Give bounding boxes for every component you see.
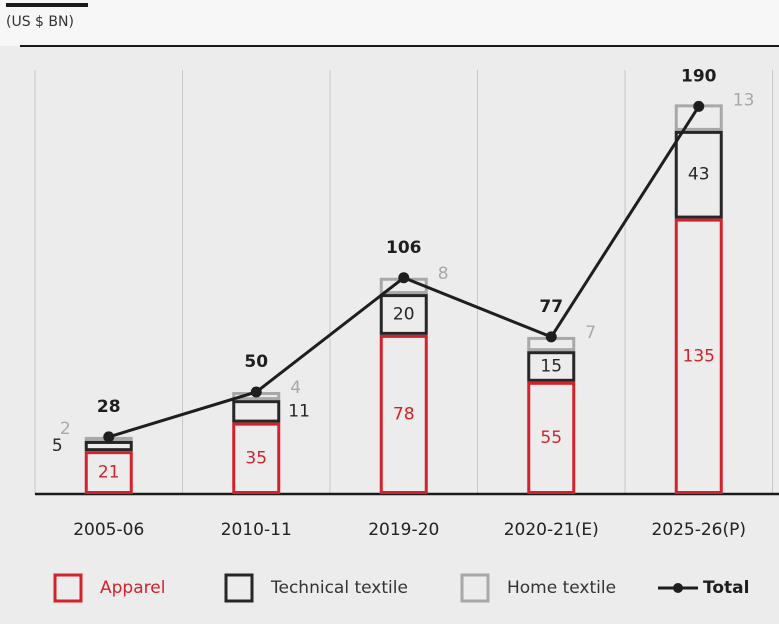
data-label: 78 (393, 404, 415, 424)
data-label: 55 (540, 428, 562, 448)
x-tick-label: 2020-21(E) (504, 520, 599, 540)
header-bar (6, 3, 88, 7)
data-label: 5 (52, 436, 63, 456)
data-label: 13 (733, 90, 755, 110)
data-label: 135 (683, 346, 715, 366)
data-label: 21 (98, 463, 120, 483)
data-label: 2 (60, 419, 71, 439)
legend-swatch (224, 573, 254, 603)
subtitle: (US $ BN) (6, 14, 74, 30)
total-marker (250, 386, 262, 398)
bar-segment (674, 218, 723, 494)
bar-segment (379, 294, 428, 335)
bar-segment (527, 351, 576, 382)
data-label: 43 (688, 165, 710, 185)
total-label: 50 (244, 352, 268, 372)
total-label: 106 (386, 238, 422, 258)
x-tick-label: 2005-06 (73, 520, 144, 540)
total-label: 28 (97, 397, 121, 417)
total-label: 190 (681, 66, 717, 86)
bar-segment (674, 130, 723, 219)
bar-segment (527, 381, 576, 494)
data-label: 15 (540, 357, 562, 377)
x-tick-label: 2010-11 (221, 520, 292, 540)
x-tick-label: 2019-20 (368, 520, 439, 540)
legend-label: Home textile (507, 578, 616, 598)
data-label: 8 (438, 264, 449, 284)
legend-label: Technical textile (270, 578, 408, 598)
legend-swatch (460, 573, 490, 603)
total-marker (103, 431, 115, 443)
x-tick-label: 2025-26(P) (651, 520, 746, 540)
legend-marker (673, 583, 683, 593)
legend-swatch (53, 573, 83, 603)
total-label: 77 (539, 297, 563, 317)
data-label: 35 (245, 448, 267, 468)
data-label: 20 (393, 304, 415, 324)
bar-segment (379, 334, 428, 494)
data-label: 11 (288, 401, 310, 421)
data-label: 4 (290, 378, 301, 398)
total-marker (693, 100, 705, 112)
legend-label: Total (703, 578, 749, 598)
legend-label: Apparel (100, 578, 165, 598)
bar-segment (84, 440, 133, 452)
bar-segment (232, 422, 281, 495)
bar-segment (84, 451, 133, 495)
data-label: 7 (585, 323, 596, 343)
bar-segment (232, 400, 281, 423)
total-marker (398, 272, 410, 284)
total-marker (545, 331, 557, 343)
